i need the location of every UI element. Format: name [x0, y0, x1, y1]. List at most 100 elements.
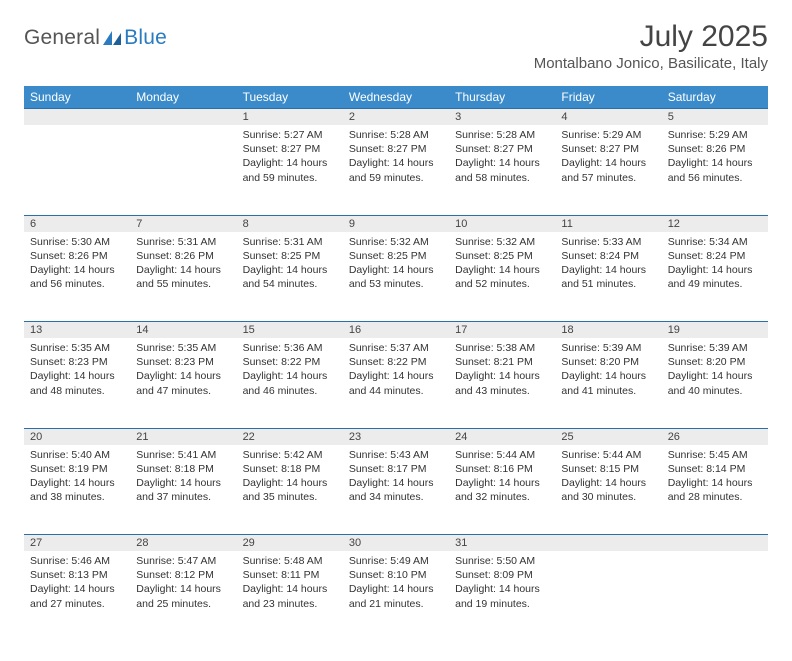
- week-content-row: Sunrise: 5:35 AMSunset: 8:23 PMDaylight:…: [24, 338, 768, 428]
- day-number-cell: 23: [343, 428, 449, 445]
- week-content-row: Sunrise: 5:27 AMSunset: 8:27 PMDaylight:…: [24, 125, 768, 215]
- sunset-line: Sunset: 8:11 PM: [243, 568, 337, 582]
- daylight-line: Daylight: 14 hours and 37 minutes.: [136, 476, 230, 504]
- day-number-cell: 14: [130, 322, 236, 339]
- daylight-line: Daylight: 14 hours and 19 minutes.: [455, 582, 549, 610]
- sunrise-line: Sunrise: 5:32 AM: [455, 235, 549, 249]
- day-number-cell: 3: [449, 109, 555, 126]
- day-cell: Sunrise: 5:29 AMSunset: 8:26 PMDaylight:…: [662, 125, 768, 215]
- sunset-line: Sunset: 8:20 PM: [561, 355, 655, 369]
- day-cell: Sunrise: 5:34 AMSunset: 8:24 PMDaylight:…: [662, 232, 768, 322]
- sunrise-line: Sunrise: 5:38 AM: [455, 341, 549, 355]
- sunrise-line: Sunrise: 5:50 AM: [455, 554, 549, 568]
- sunrise-line: Sunrise: 5:28 AM: [455, 128, 549, 142]
- sunset-line: Sunset: 8:20 PM: [668, 355, 762, 369]
- day-cell: Sunrise: 5:43 AMSunset: 8:17 PMDaylight:…: [343, 445, 449, 535]
- day-cell: Sunrise: 5:45 AMSunset: 8:14 PMDaylight:…: [662, 445, 768, 535]
- day-cell: Sunrise: 5:38 AMSunset: 8:21 PMDaylight:…: [449, 338, 555, 428]
- day-cell: Sunrise: 5:28 AMSunset: 8:27 PMDaylight:…: [343, 125, 449, 215]
- week-content-row: Sunrise: 5:30 AMSunset: 8:26 PMDaylight:…: [24, 232, 768, 322]
- day-cell: [662, 551, 768, 641]
- sunrise-line: Sunrise: 5:36 AM: [243, 341, 337, 355]
- daylight-line: Daylight: 14 hours and 56 minutes.: [30, 263, 124, 291]
- sunrise-line: Sunrise: 5:45 AM: [668, 448, 762, 462]
- sunset-line: Sunset: 8:22 PM: [243, 355, 337, 369]
- day-cell: Sunrise: 5:39 AMSunset: 8:20 PMDaylight:…: [555, 338, 661, 428]
- sunrise-line: Sunrise: 5:34 AM: [668, 235, 762, 249]
- day-header: Sunday: [24, 86, 130, 109]
- sunset-line: Sunset: 8:27 PM: [455, 142, 549, 156]
- calendar-table: SundayMondayTuesdayWednesdayThursdayFrid…: [24, 86, 768, 641]
- day-number-cell: [555, 535, 661, 552]
- sunset-line: Sunset: 8:09 PM: [455, 568, 549, 582]
- day-number-cell: [24, 109, 130, 126]
- day-number-cell: 28: [130, 535, 236, 552]
- week-daynum-row: 6789101112: [24, 215, 768, 232]
- sunrise-line: Sunrise: 5:35 AM: [136, 341, 230, 355]
- day-cell: Sunrise: 5:36 AMSunset: 8:22 PMDaylight:…: [237, 338, 343, 428]
- day-number-cell: 5: [662, 109, 768, 126]
- week-content-row: Sunrise: 5:46 AMSunset: 8:13 PMDaylight:…: [24, 551, 768, 641]
- sunrise-line: Sunrise: 5:41 AM: [136, 448, 230, 462]
- sunrise-line: Sunrise: 5:49 AM: [349, 554, 443, 568]
- day-cell: Sunrise: 5:44 AMSunset: 8:15 PMDaylight:…: [555, 445, 661, 535]
- day-number-cell: [662, 535, 768, 552]
- day-number-cell: 25: [555, 428, 661, 445]
- daylight-line: Daylight: 14 hours and 49 minutes.: [668, 263, 762, 291]
- daylight-line: Daylight: 14 hours and 30 minutes.: [561, 476, 655, 504]
- sunset-line: Sunset: 8:27 PM: [243, 142, 337, 156]
- sunrise-line: Sunrise: 5:43 AM: [349, 448, 443, 462]
- day-number-cell: 1: [237, 109, 343, 126]
- daylight-line: Daylight: 14 hours and 27 minutes.: [30, 582, 124, 610]
- daylight-line: Daylight: 14 hours and 21 minutes.: [349, 582, 443, 610]
- day-number-cell: 16: [343, 322, 449, 339]
- week-daynum-row: 12345: [24, 109, 768, 126]
- day-number-cell: 7: [130, 215, 236, 232]
- day-cell: Sunrise: 5:35 AMSunset: 8:23 PMDaylight:…: [24, 338, 130, 428]
- day-number-cell: 12: [662, 215, 768, 232]
- daylight-line: Daylight: 14 hours and 48 minutes.: [30, 369, 124, 397]
- daylight-line: Daylight: 14 hours and 46 minutes.: [243, 369, 337, 397]
- sunset-line: Sunset: 8:13 PM: [30, 568, 124, 582]
- sunset-line: Sunset: 8:10 PM: [349, 568, 443, 582]
- sunrise-line: Sunrise: 5:42 AM: [243, 448, 337, 462]
- sunrise-line: Sunrise: 5:32 AM: [349, 235, 443, 249]
- daylight-line: Daylight: 14 hours and 59 minutes.: [243, 156, 337, 184]
- day-header: Monday: [130, 86, 236, 109]
- sunrise-line: Sunrise: 5:40 AM: [30, 448, 124, 462]
- day-number-cell: 24: [449, 428, 555, 445]
- day-cell: Sunrise: 5:35 AMSunset: 8:23 PMDaylight:…: [130, 338, 236, 428]
- day-cell: Sunrise: 5:49 AMSunset: 8:10 PMDaylight:…: [343, 551, 449, 641]
- day-number-cell: 30: [343, 535, 449, 552]
- day-cell: Sunrise: 5:28 AMSunset: 8:27 PMDaylight:…: [449, 125, 555, 215]
- sunset-line: Sunset: 8:25 PM: [243, 249, 337, 263]
- day-number-cell: 22: [237, 428, 343, 445]
- day-cell: Sunrise: 5:40 AMSunset: 8:19 PMDaylight:…: [24, 445, 130, 535]
- day-number-cell: 31: [449, 535, 555, 552]
- day-number-cell: 2: [343, 109, 449, 126]
- sunrise-line: Sunrise: 5:27 AM: [243, 128, 337, 142]
- sunrise-line: Sunrise: 5:33 AM: [561, 235, 655, 249]
- location-text: Montalbano Jonico, Basilicate, Italy: [534, 55, 768, 72]
- sunset-line: Sunset: 8:16 PM: [455, 462, 549, 476]
- sunset-line: Sunset: 8:27 PM: [349, 142, 443, 156]
- daylight-line: Daylight: 14 hours and 38 minutes.: [30, 476, 124, 504]
- day-number-cell: 17: [449, 322, 555, 339]
- day-number-cell: 8: [237, 215, 343, 232]
- sunrise-line: Sunrise: 5:44 AM: [455, 448, 549, 462]
- daylight-line: Daylight: 14 hours and 59 minutes.: [349, 156, 443, 184]
- daylight-line: Daylight: 14 hours and 41 minutes.: [561, 369, 655, 397]
- brand-word2: Blue: [124, 26, 167, 50]
- sunrise-line: Sunrise: 5:48 AM: [243, 554, 337, 568]
- sunset-line: Sunset: 8:26 PM: [136, 249, 230, 263]
- daylight-line: Daylight: 14 hours and 43 minutes.: [455, 369, 549, 397]
- day-number-cell: 19: [662, 322, 768, 339]
- day-cell: Sunrise: 5:37 AMSunset: 8:22 PMDaylight:…: [343, 338, 449, 428]
- sunset-line: Sunset: 8:21 PM: [455, 355, 549, 369]
- week-daynum-row: 13141516171819: [24, 322, 768, 339]
- day-number-cell: 13: [24, 322, 130, 339]
- day-cell: Sunrise: 5:47 AMSunset: 8:12 PMDaylight:…: [130, 551, 236, 641]
- brand-sail-icon: [103, 31, 121, 45]
- daylight-line: Daylight: 14 hours and 51 minutes.: [561, 263, 655, 291]
- sunset-line: Sunset: 8:24 PM: [561, 249, 655, 263]
